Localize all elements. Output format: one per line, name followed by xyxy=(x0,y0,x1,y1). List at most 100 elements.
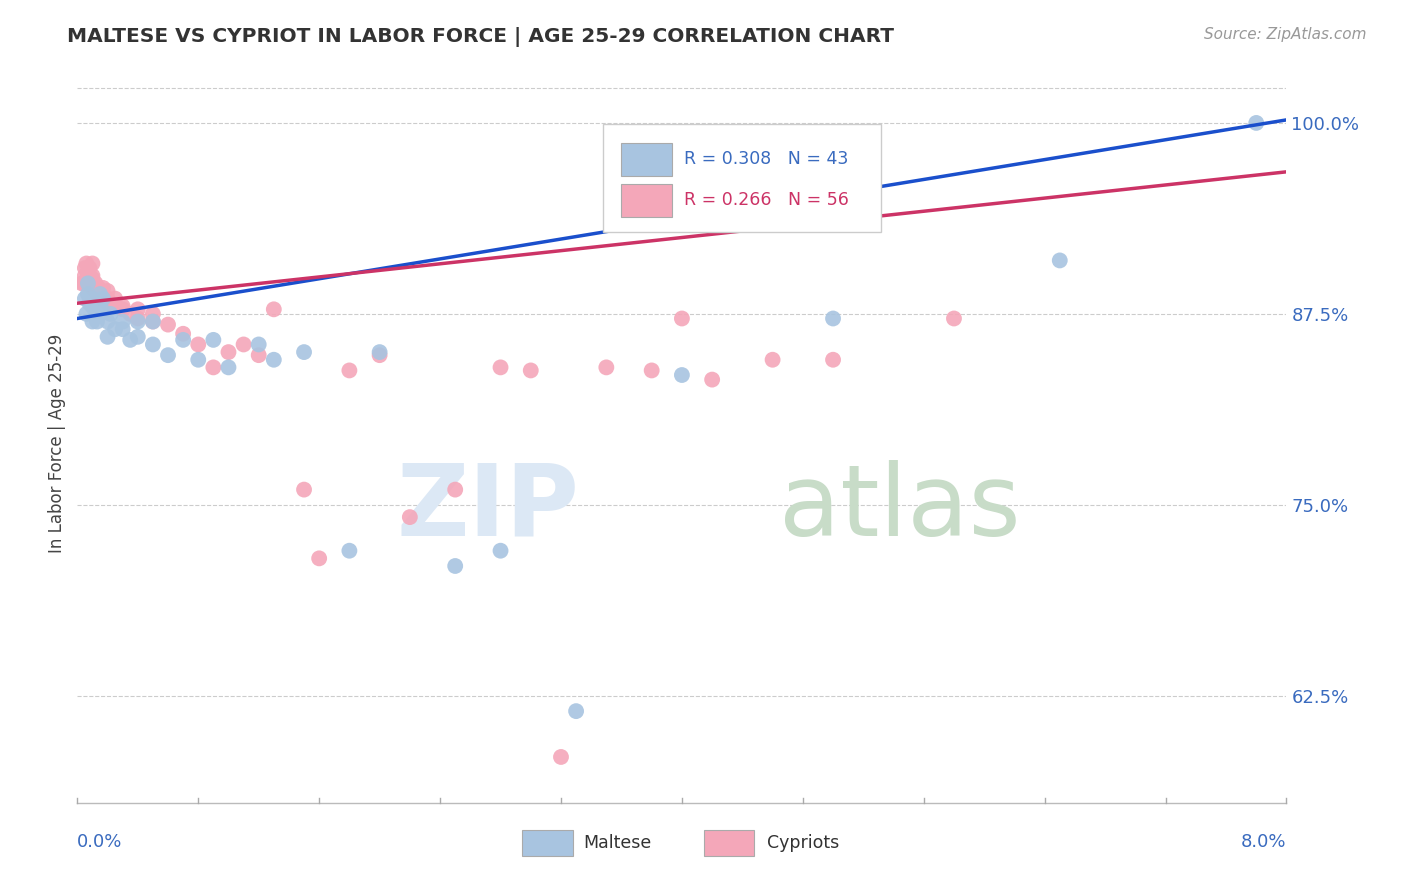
Text: R = 0.308   N = 43: R = 0.308 N = 43 xyxy=(685,151,849,169)
Point xyxy=(90,292,112,306)
Y-axis label: In Labor Force | Age 25-29: In Labor Force | Age 25-29 xyxy=(48,334,66,553)
Point xyxy=(82,292,104,306)
Point xyxy=(187,352,209,367)
Point xyxy=(943,311,966,326)
Point xyxy=(172,333,194,347)
Point xyxy=(218,360,240,375)
Point xyxy=(96,330,118,344)
Point xyxy=(399,510,422,524)
Point xyxy=(489,543,512,558)
Point xyxy=(263,352,285,367)
Text: Source: ZipAtlas.com: Source: ZipAtlas.com xyxy=(1204,27,1367,42)
Point xyxy=(308,551,330,566)
Point xyxy=(77,287,100,301)
Point xyxy=(87,296,110,310)
Point xyxy=(595,360,617,375)
Point xyxy=(142,307,165,321)
Point xyxy=(120,307,142,321)
Point xyxy=(202,360,225,375)
Point xyxy=(444,483,467,497)
Point xyxy=(104,322,127,336)
Point xyxy=(263,302,285,317)
Point xyxy=(127,302,149,317)
Point xyxy=(100,307,122,321)
Point xyxy=(1246,116,1268,130)
Point xyxy=(111,299,134,313)
Point xyxy=(368,348,391,362)
Point xyxy=(84,277,107,291)
Point xyxy=(142,314,165,328)
Point xyxy=(202,333,225,347)
Point xyxy=(77,268,100,283)
Text: 0.0%: 0.0% xyxy=(77,833,122,851)
FancyBboxPatch shape xyxy=(522,830,574,856)
Point xyxy=(550,750,572,764)
Point xyxy=(157,348,180,362)
Point xyxy=(72,277,94,291)
Point xyxy=(86,314,108,328)
Text: MALTESE VS CYPRIOT IN LABOR FORCE | AGE 25-29 CORRELATION CHART: MALTESE VS CYPRIOT IN LABOR FORCE | AGE … xyxy=(67,27,894,46)
Text: atlas: atlas xyxy=(779,460,1021,557)
Point xyxy=(96,314,118,328)
Point xyxy=(823,352,845,367)
FancyBboxPatch shape xyxy=(603,124,882,232)
Point xyxy=(82,256,104,270)
Point xyxy=(127,314,149,328)
Point xyxy=(77,277,100,291)
Point xyxy=(127,311,149,326)
Point xyxy=(702,373,724,387)
Point xyxy=(100,299,122,313)
Point xyxy=(86,287,108,301)
Point xyxy=(73,261,96,276)
Point xyxy=(187,337,209,351)
Point xyxy=(339,363,360,377)
Point xyxy=(292,345,315,359)
Point xyxy=(96,292,118,306)
Point xyxy=(218,345,240,359)
Point xyxy=(82,299,104,313)
Point xyxy=(671,311,693,326)
Point xyxy=(75,307,97,321)
Point xyxy=(70,277,93,291)
Point xyxy=(120,333,142,347)
Point xyxy=(89,284,111,298)
Point xyxy=(444,559,467,574)
Point xyxy=(90,302,112,317)
Point xyxy=(292,483,315,497)
Text: R = 0.266   N = 56: R = 0.266 N = 56 xyxy=(685,192,849,210)
Point xyxy=(520,363,543,377)
Point xyxy=(82,272,104,286)
Point xyxy=(96,296,118,310)
Point xyxy=(82,281,104,295)
Point xyxy=(77,277,100,291)
Text: Cypriots: Cypriots xyxy=(766,834,839,852)
Point xyxy=(157,318,180,332)
Point xyxy=(823,311,845,326)
Point xyxy=(489,360,512,375)
Point xyxy=(247,337,270,351)
FancyBboxPatch shape xyxy=(621,184,672,217)
Point xyxy=(111,302,134,317)
Point xyxy=(75,256,97,270)
Point xyxy=(127,330,149,344)
Point xyxy=(91,292,114,306)
Point xyxy=(96,284,118,298)
Point xyxy=(762,352,785,367)
FancyBboxPatch shape xyxy=(703,830,755,856)
Text: 8.0%: 8.0% xyxy=(1241,833,1286,851)
Point xyxy=(1049,253,1071,268)
Point xyxy=(73,292,96,306)
Point xyxy=(73,268,96,283)
Point xyxy=(339,543,360,558)
Point xyxy=(142,314,165,328)
Point xyxy=(142,337,165,351)
Point xyxy=(79,261,101,276)
FancyBboxPatch shape xyxy=(621,143,672,176)
Point xyxy=(82,268,104,283)
Point xyxy=(111,314,134,328)
Point xyxy=(247,348,270,362)
Point xyxy=(89,307,111,321)
Text: Maltese: Maltese xyxy=(582,834,651,852)
Point xyxy=(565,704,588,718)
Point xyxy=(80,277,103,291)
